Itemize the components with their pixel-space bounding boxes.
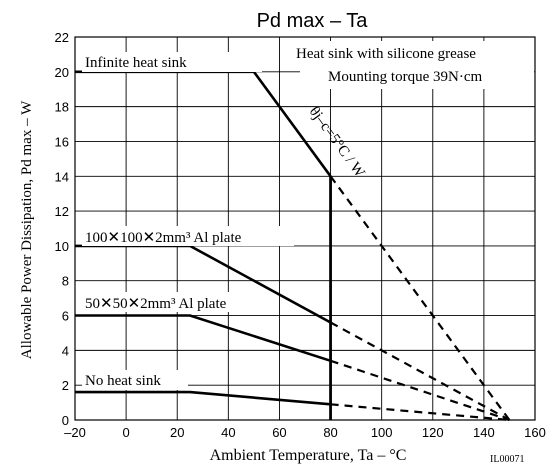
series-label-background <box>82 52 262 72</box>
series-solid-line <box>75 70 332 178</box>
chart-title: Pd max – Ta <box>257 10 369 32</box>
series-label: No heat sink <box>85 373 161 389</box>
x-tick-label: 0 <box>122 425 129 440</box>
plot-area-frame <box>74 36 536 421</box>
series-solid-line <box>75 390 331 406</box>
y-tick-label: 14 <box>55 169 69 184</box>
slope-label: θj–c=5°C / W <box>306 104 368 181</box>
x-tick-label: 140 <box>473 425 495 440</box>
series-label: 50✕50✕2mm³ Al plate <box>85 296 227 312</box>
x-axis-label: Ambient Temperature, Ta – °C <box>210 447 407 464</box>
series-dashed-extension <box>330 403 510 422</box>
x-tick-label: 20 <box>170 425 184 440</box>
series-solid-line <box>75 314 331 363</box>
series-labels: Infinite heat sink 100✕100✕2mm³ Al plate 5… <box>82 52 294 390</box>
series-label-background <box>82 226 294 246</box>
x-tick-label: 60 <box>272 425 286 440</box>
condition-box-background <box>300 41 534 89</box>
y-tick-label: 4 <box>62 343 69 358</box>
condition-line-2: Mounting torque 39N·cm <box>328 69 482 85</box>
x-tick-label: –20 <box>64 425 86 440</box>
series-label-background <box>82 292 262 312</box>
y-tick-label: 0 <box>62 413 69 428</box>
x-tick-label: 80 <box>323 425 337 440</box>
series-label: 100✕100✕2mm³ Al plate <box>85 230 242 246</box>
x-tick-label: 40 <box>221 425 235 440</box>
y-tick-label: 8 <box>62 274 69 289</box>
y-tick-label: 2 <box>62 378 69 393</box>
y-tick-label: 10 <box>55 239 69 254</box>
y-axis-label: Allowable Power Dissipation, Pd max – W <box>19 100 35 359</box>
series-label: Infinite heat sink <box>85 55 187 71</box>
condition-line-1: Heat sink with silicone grease <box>296 46 476 62</box>
y-tick-label: 6 <box>62 309 69 324</box>
x-tick-label: 100 <box>371 425 393 440</box>
series-dashed-extension <box>330 321 510 421</box>
series-dashed-extension <box>329 175 511 421</box>
y-tick-label: 16 <box>55 134 69 149</box>
x-tick-label: 120 <box>422 425 444 440</box>
condition-box: Heat sink with silicone grease Mounting … <box>296 41 534 89</box>
figure-code: IL00071 <box>490 454 524 465</box>
series-label-background <box>82 370 188 390</box>
series-dashed-extension <box>330 359 510 422</box>
axis-ticks: –20 0 20 40 60 80 100 120 140 1600246810121416182… <box>55 30 546 440</box>
y-tick-label: 22 <box>55 30 69 45</box>
y-tick-label: 12 <box>55 204 69 219</box>
y-tick-label: 20 <box>55 65 69 80</box>
x-tick-label: 160 <box>524 425 546 440</box>
y-tick-label: 18 <box>55 100 69 115</box>
